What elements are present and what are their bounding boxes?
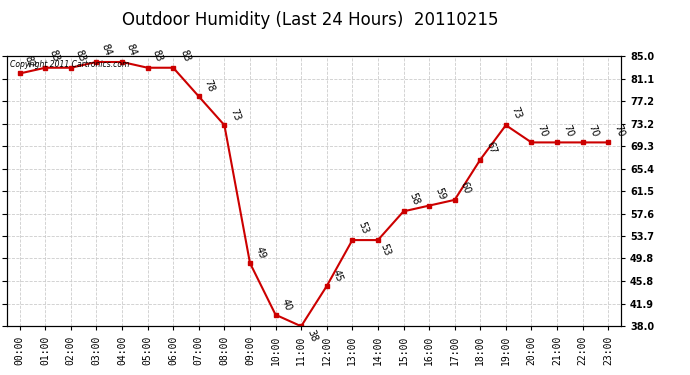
- Text: 83: 83: [48, 48, 61, 63]
- Text: 53: 53: [378, 242, 391, 257]
- Text: Outdoor Humidity (Last 24 Hours)  20110215: Outdoor Humidity (Last 24 Hours) 2011021…: [122, 11, 499, 29]
- Text: 70: 70: [535, 123, 549, 138]
- Text: 78: 78: [203, 78, 216, 94]
- Text: 58: 58: [407, 192, 421, 207]
- Text: 40: 40: [279, 297, 293, 312]
- Text: 83: 83: [73, 48, 87, 63]
- Text: 84: 84: [99, 42, 112, 57]
- Text: 73: 73: [510, 105, 523, 121]
- Text: 60: 60: [459, 180, 472, 195]
- Text: 49: 49: [254, 245, 268, 260]
- Text: 73: 73: [228, 107, 242, 122]
- Text: 70: 70: [586, 123, 600, 138]
- Text: 70: 70: [612, 123, 626, 138]
- Text: 83: 83: [150, 48, 164, 63]
- Text: 67: 67: [484, 140, 497, 155]
- Text: 84: 84: [125, 42, 138, 57]
- Text: Copyright 2011 Cartronics.com: Copyright 2011 Cartronics.com: [10, 60, 129, 69]
- Text: 38: 38: [305, 328, 319, 344]
- Text: 83: 83: [178, 48, 192, 63]
- Text: 59: 59: [433, 186, 446, 201]
- Text: 53: 53: [356, 220, 370, 236]
- Text: 45: 45: [331, 268, 344, 283]
- Text: 70: 70: [561, 123, 575, 138]
- Text: 82: 82: [22, 54, 36, 69]
